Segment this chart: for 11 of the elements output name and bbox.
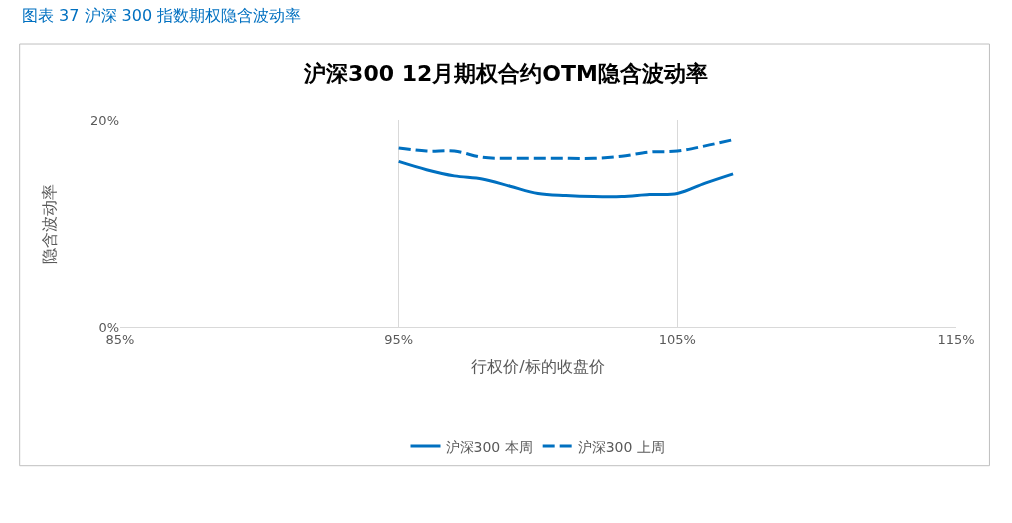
x-tick-label: 105% xyxy=(658,331,696,347)
chart-title: 沪深300 12月期权合约OTM隐含波动率 xyxy=(303,60,708,86)
line-series xyxy=(397,159,735,199)
x-tick-label: 95% xyxy=(384,331,414,347)
y-tick-label: 20% xyxy=(90,112,119,128)
x-tick-label: 115% xyxy=(937,331,975,347)
legend-label: 沪深300 上周 xyxy=(577,438,665,455)
x-axis-title: 行权价/标的收盘价 xyxy=(471,357,605,377)
y-axis-title: 隐含波动率 xyxy=(39,183,59,264)
text: 图表 37 沪深 300 指数期权隐含波动率 xyxy=(22,6,302,25)
legend-label: 沪深300 本周 xyxy=(445,438,533,455)
